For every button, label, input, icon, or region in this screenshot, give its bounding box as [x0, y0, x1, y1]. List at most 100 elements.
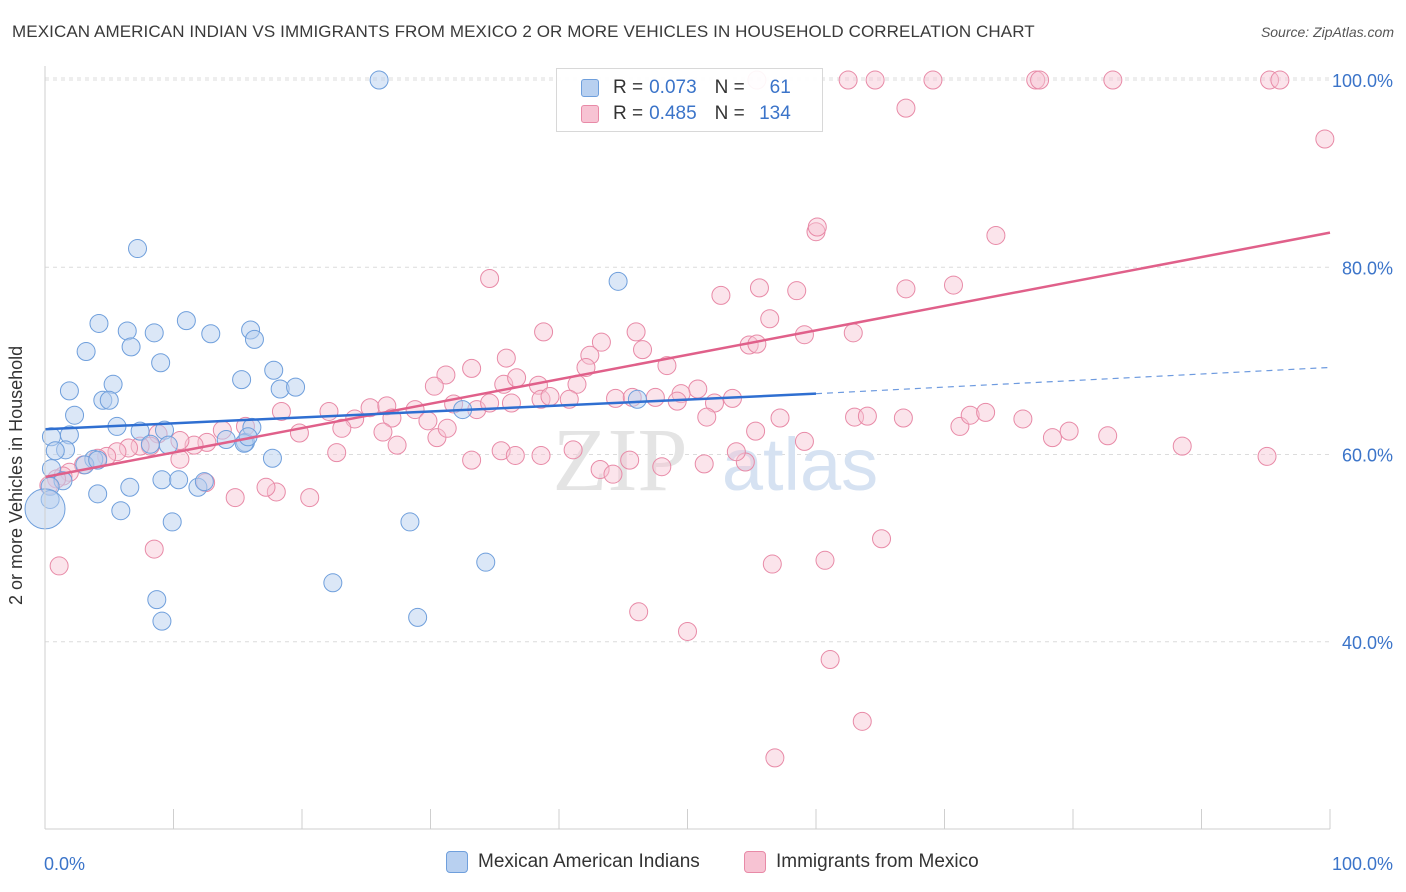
pink-point [501, 393, 521, 413]
pink-point [746, 421, 766, 441]
pink-point [893, 408, 913, 428]
pink-point [437, 418, 457, 438]
blue-point [111, 501, 131, 521]
blue-point [408, 607, 428, 627]
pink-point [480, 269, 500, 289]
pink-point [694, 454, 714, 474]
tick-labels: 40.0% 60.0% 80.0% 100.0% 0.0% 100.0% [44, 71, 1393, 874]
pink-point [896, 279, 916, 299]
blue-point [264, 360, 284, 380]
y-tick-label: 80.0% [1342, 258, 1393, 278]
pink-point [726, 442, 746, 462]
pink-point [1270, 70, 1290, 90]
axes [44, 66, 1331, 830]
pink-point [1260, 70, 1280, 90]
pink-point [652, 457, 672, 477]
pink-point [576, 357, 596, 377]
pink-point [872, 529, 892, 549]
source-credit: Source: ZipAtlas.com [1260, 24, 1394, 40]
y-tick-label: 100.0% [1332, 71, 1393, 91]
pink-point [418, 411, 438, 431]
pink-point [591, 332, 611, 352]
blue-point [369, 70, 389, 90]
blue-point [117, 321, 137, 341]
blue-point [103, 374, 123, 394]
grid-lines [45, 77, 1330, 643]
trend-line-pink [44, 231, 1331, 479]
pink-point [360, 398, 380, 418]
pink-point [711, 285, 731, 305]
pink-point [424, 376, 444, 396]
legend-r-value: 0.485 [649, 103, 697, 124]
blue-point [286, 377, 306, 397]
chart-title: MEXICAN AMERICAN INDIAN VS IMMIGRANTS FR… [12, 22, 1035, 41]
pink-point [896, 98, 916, 118]
pink-point [49, 556, 69, 576]
legend-label: Immigrants from Mexico [776, 851, 979, 872]
pink-point [815, 550, 835, 570]
pink-point [507, 368, 527, 388]
pink-point [300, 488, 320, 508]
pink-point [580, 345, 600, 365]
pink-point [1172, 436, 1192, 456]
pink-point [606, 388, 626, 408]
pink-point [462, 450, 482, 470]
trend-line-blue-extension [815, 366, 1331, 395]
legend-item-mexican-american-indians: Mexican American Indians [446, 851, 700, 873]
pink-point [1315, 129, 1335, 149]
legend-row-series2: R = 0.485 N = 134 [581, 102, 791, 126]
pink-point [857, 406, 877, 426]
pink-point [620, 450, 640, 470]
pink-point [770, 408, 790, 428]
pink-point [496, 348, 516, 368]
legend-n-label: N = [714, 77, 745, 98]
blue-point [65, 405, 85, 425]
series-legend: Mexican American Indians Immigrants from… [0, 851, 1406, 877]
pink-point [1098, 426, 1118, 446]
pink-point [590, 460, 610, 480]
pink-point [838, 70, 858, 90]
pink-point [1030, 70, 1050, 90]
pink-point [373, 422, 393, 442]
pink-point [534, 322, 554, 342]
blue-point [151, 353, 171, 373]
pink-point [1042, 428, 1062, 448]
legend-n-value: 134 [759, 103, 791, 124]
pink-point [266, 482, 286, 502]
blue-point [169, 470, 189, 490]
blue-point [608, 271, 628, 291]
blue-point [232, 370, 252, 390]
legend-r-label: R = [613, 103, 644, 124]
blue-point [262, 448, 282, 468]
pink-point [626, 322, 646, 342]
pink-point [865, 70, 885, 90]
legend-r-value: 0.073 [649, 77, 697, 98]
legend-swatch-blue [446, 851, 468, 873]
blue-point [88, 484, 108, 504]
blue-point [476, 552, 496, 572]
y-tick-label: 40.0% [1342, 633, 1393, 653]
legend-row-series1: R = 0.073 N = 61 [581, 76, 791, 100]
blue-point [128, 239, 148, 259]
legend-swatch-pink [744, 851, 766, 873]
pink-point [794, 431, 814, 451]
pink-point [436, 365, 456, 385]
trend-lines [44, 231, 1331, 479]
legend-item-immigrants-from-mexico: Immigrants from Mexico [744, 851, 979, 873]
pink-point [807, 217, 827, 237]
blue-point [216, 430, 236, 450]
pink-point [960, 405, 980, 425]
legend-label: Mexican American Indians [478, 851, 700, 872]
blue-point [162, 512, 182, 532]
watermark-atlas: atlas [722, 423, 878, 506]
pink-point [697, 407, 717, 427]
blue-point [45, 441, 65, 461]
legend-swatch-blue [581, 79, 599, 97]
pink-point [645, 387, 665, 407]
y-tick-label: 60.0% [1342, 446, 1393, 466]
pink-point [678, 621, 697, 641]
pink-point [765, 748, 785, 768]
pink-point [1103, 70, 1123, 90]
blue-point [152, 611, 172, 631]
